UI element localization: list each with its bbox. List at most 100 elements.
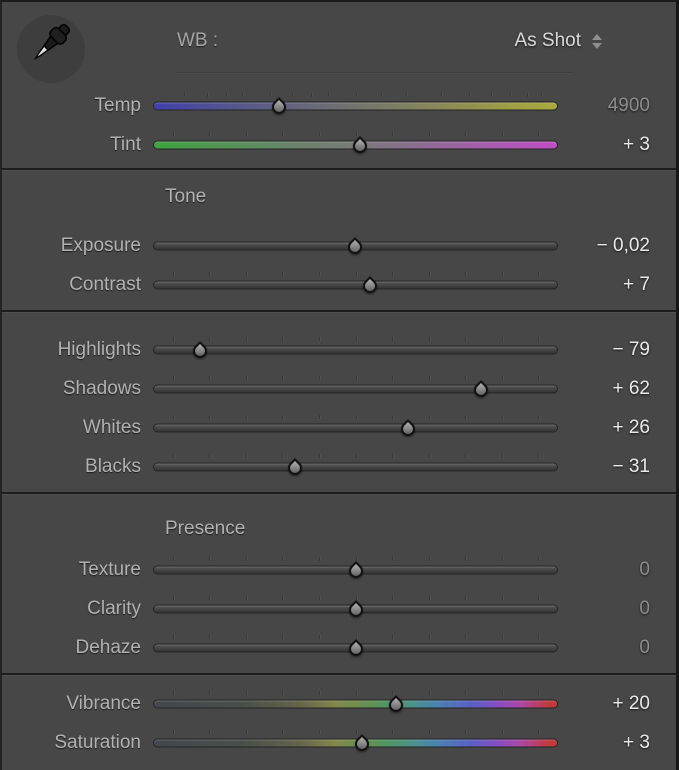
saturation-knob[interactable]: [351, 733, 372, 754]
exposure-value[interactable]: − 0,02: [596, 234, 650, 256]
highlights-value[interactable]: − 79: [612, 338, 650, 360]
presence-header: Presence: [165, 518, 246, 539]
blacks-slider[interactable]: [153, 453, 558, 480]
section-divider: [2, 168, 676, 170]
blacks-label: Blacks: [85, 455, 141, 477]
section-tone: Tone Exposure − 0,02 Contrast + 7: [2, 170, 676, 310]
tick-marks: [157, 375, 554, 381]
section-presence: Presence Texture 0 Clarity 0 Dehaze: [2, 494, 676, 673]
clarity-label: Clarity: [87, 597, 141, 619]
section-white-balance: WB : As Shot Temp 4900: [2, 2, 676, 168]
contrast-value[interactable]: + 7: [623, 273, 650, 295]
blacks-knob[interactable]: [284, 457, 305, 478]
slider-row-exposure: Exposure − 0,02: [2, 226, 676, 265]
tint-value[interactable]: + 3: [623, 133, 650, 155]
slider-row-blacks: Blacks − 31: [2, 447, 676, 486]
wb-preset-dropdown[interactable]: As Shot: [514, 30, 602, 52]
vibrance-slider[interactable]: [153, 690, 558, 717]
tick-marks: [157, 690, 554, 696]
tick-marks: [157, 556, 554, 562]
shadows-slider[interactable]: [153, 375, 558, 402]
slider-row-texture: Texture 0: [2, 550, 676, 589]
contrast-label: Contrast: [69, 273, 141, 295]
tick-marks: [157, 453, 554, 459]
wb-label: WB :: [177, 30, 219, 51]
clarity-knob[interactable]: [345, 599, 366, 620]
whites-track[interactable]: [153, 423, 558, 432]
wb-row: WB : As Shot: [2, 24, 676, 58]
highlights-slider[interactable]: [153, 336, 558, 363]
section-divider: [2, 310, 676, 312]
slider-row-saturation: Saturation + 3: [2, 723, 676, 762]
contrast-slider[interactable]: [153, 271, 558, 298]
whites-value[interactable]: + 26: [612, 416, 650, 438]
slider-row-clarity: Clarity 0: [2, 589, 676, 628]
dehaze-knob[interactable]: [345, 638, 366, 659]
tick-marks: [157, 729, 554, 735]
tint-slider[interactable]: [153, 131, 558, 158]
wb-divider: [175, 72, 574, 74]
dehaze-slider[interactable]: [153, 634, 558, 661]
temp-knob[interactable]: [268, 96, 289, 117]
texture-slider[interactable]: [153, 556, 558, 583]
white-balance-eyedropper-button[interactable]: [17, 15, 85, 83]
slider-row-vibrance: Vibrance + 20: [2, 684, 676, 723]
clarity-slider[interactable]: [153, 595, 558, 622]
saturation-slider[interactable]: [153, 729, 558, 756]
up-down-arrows-icon: [592, 33, 602, 49]
highlights-track[interactable]: [153, 345, 558, 354]
vibrance-label: Vibrance: [66, 692, 141, 714]
slider-row-shadows: Shadows + 62: [2, 369, 676, 408]
tick-marks: [157, 131, 554, 137]
blacks-track[interactable]: [153, 462, 558, 471]
temp-value[interactable]: 4900: [607, 94, 650, 116]
tick-marks: [157, 336, 554, 342]
tone-header: Tone: [165, 186, 207, 207]
tick-marks: [157, 634, 554, 640]
whites-knob[interactable]: [398, 418, 419, 439]
section-color: Vibrance + 20 Saturation + 3: [2, 675, 676, 770]
vibrance-knob[interactable]: [386, 694, 406, 715]
exposure-knob[interactable]: [344, 236, 365, 257]
vibrance-track[interactable]: [153, 699, 558, 708]
dehaze-label: Dehaze: [75, 636, 142, 658]
highlights-label: Highlights: [57, 338, 141, 360]
shadows-knob[interactable]: [471, 379, 491, 400]
highlights-knob[interactable]: [189, 340, 210, 361]
slider-row-tint: Tint + 3: [2, 125, 676, 164]
whites-label: Whites: [82, 416, 141, 438]
slider-row-contrast: Contrast + 7: [2, 265, 676, 304]
contrast-knob[interactable]: [359, 275, 380, 296]
tint-knob[interactable]: [349, 135, 370, 156]
saturation-label: Saturation: [54, 731, 141, 753]
slider-row-temp: Temp 4900: [2, 86, 676, 125]
temp-label: Temp: [94, 94, 141, 116]
shadows-label: Shadows: [62, 377, 141, 399]
section-tone-range: Highlights − 79 Shadows + 62 Whites: [2, 312, 676, 492]
saturation-value[interactable]: + 3: [623, 731, 650, 753]
arrow-up-icon: [592, 33, 602, 40]
contrast-track[interactable]: [153, 280, 558, 289]
tick-marks: [157, 414, 554, 420]
whites-slider[interactable]: [153, 414, 558, 441]
tint-label: Tint: [110, 133, 141, 155]
exposure-label: Exposure: [60, 234, 141, 256]
tick-marks: [157, 595, 554, 601]
eyedropper-icon: [33, 23, 71, 61]
vibrance-value[interactable]: + 20: [612, 692, 650, 714]
section-divider: [2, 673, 676, 675]
shadows-track[interactable]: [153, 384, 558, 393]
exposure-slider[interactable]: [153, 233, 558, 259]
tick-marks: [157, 271, 554, 277]
tick-marks: [157, 92, 554, 98]
temp-slider[interactable]: [153, 92, 558, 119]
clarity-value[interactable]: 0: [639, 597, 650, 619]
slider-row-dehaze: Dehaze 0: [2, 628, 676, 667]
temp-track[interactable]: [153, 101, 558, 110]
texture-value[interactable]: 0: [639, 558, 650, 580]
dehaze-value[interactable]: 0: [639, 636, 650, 658]
slider-row-highlights: Highlights − 79: [2, 330, 676, 369]
shadows-value[interactable]: + 62: [612, 377, 650, 399]
texture-knob[interactable]: [345, 560, 366, 581]
blacks-value[interactable]: − 31: [612, 455, 650, 477]
